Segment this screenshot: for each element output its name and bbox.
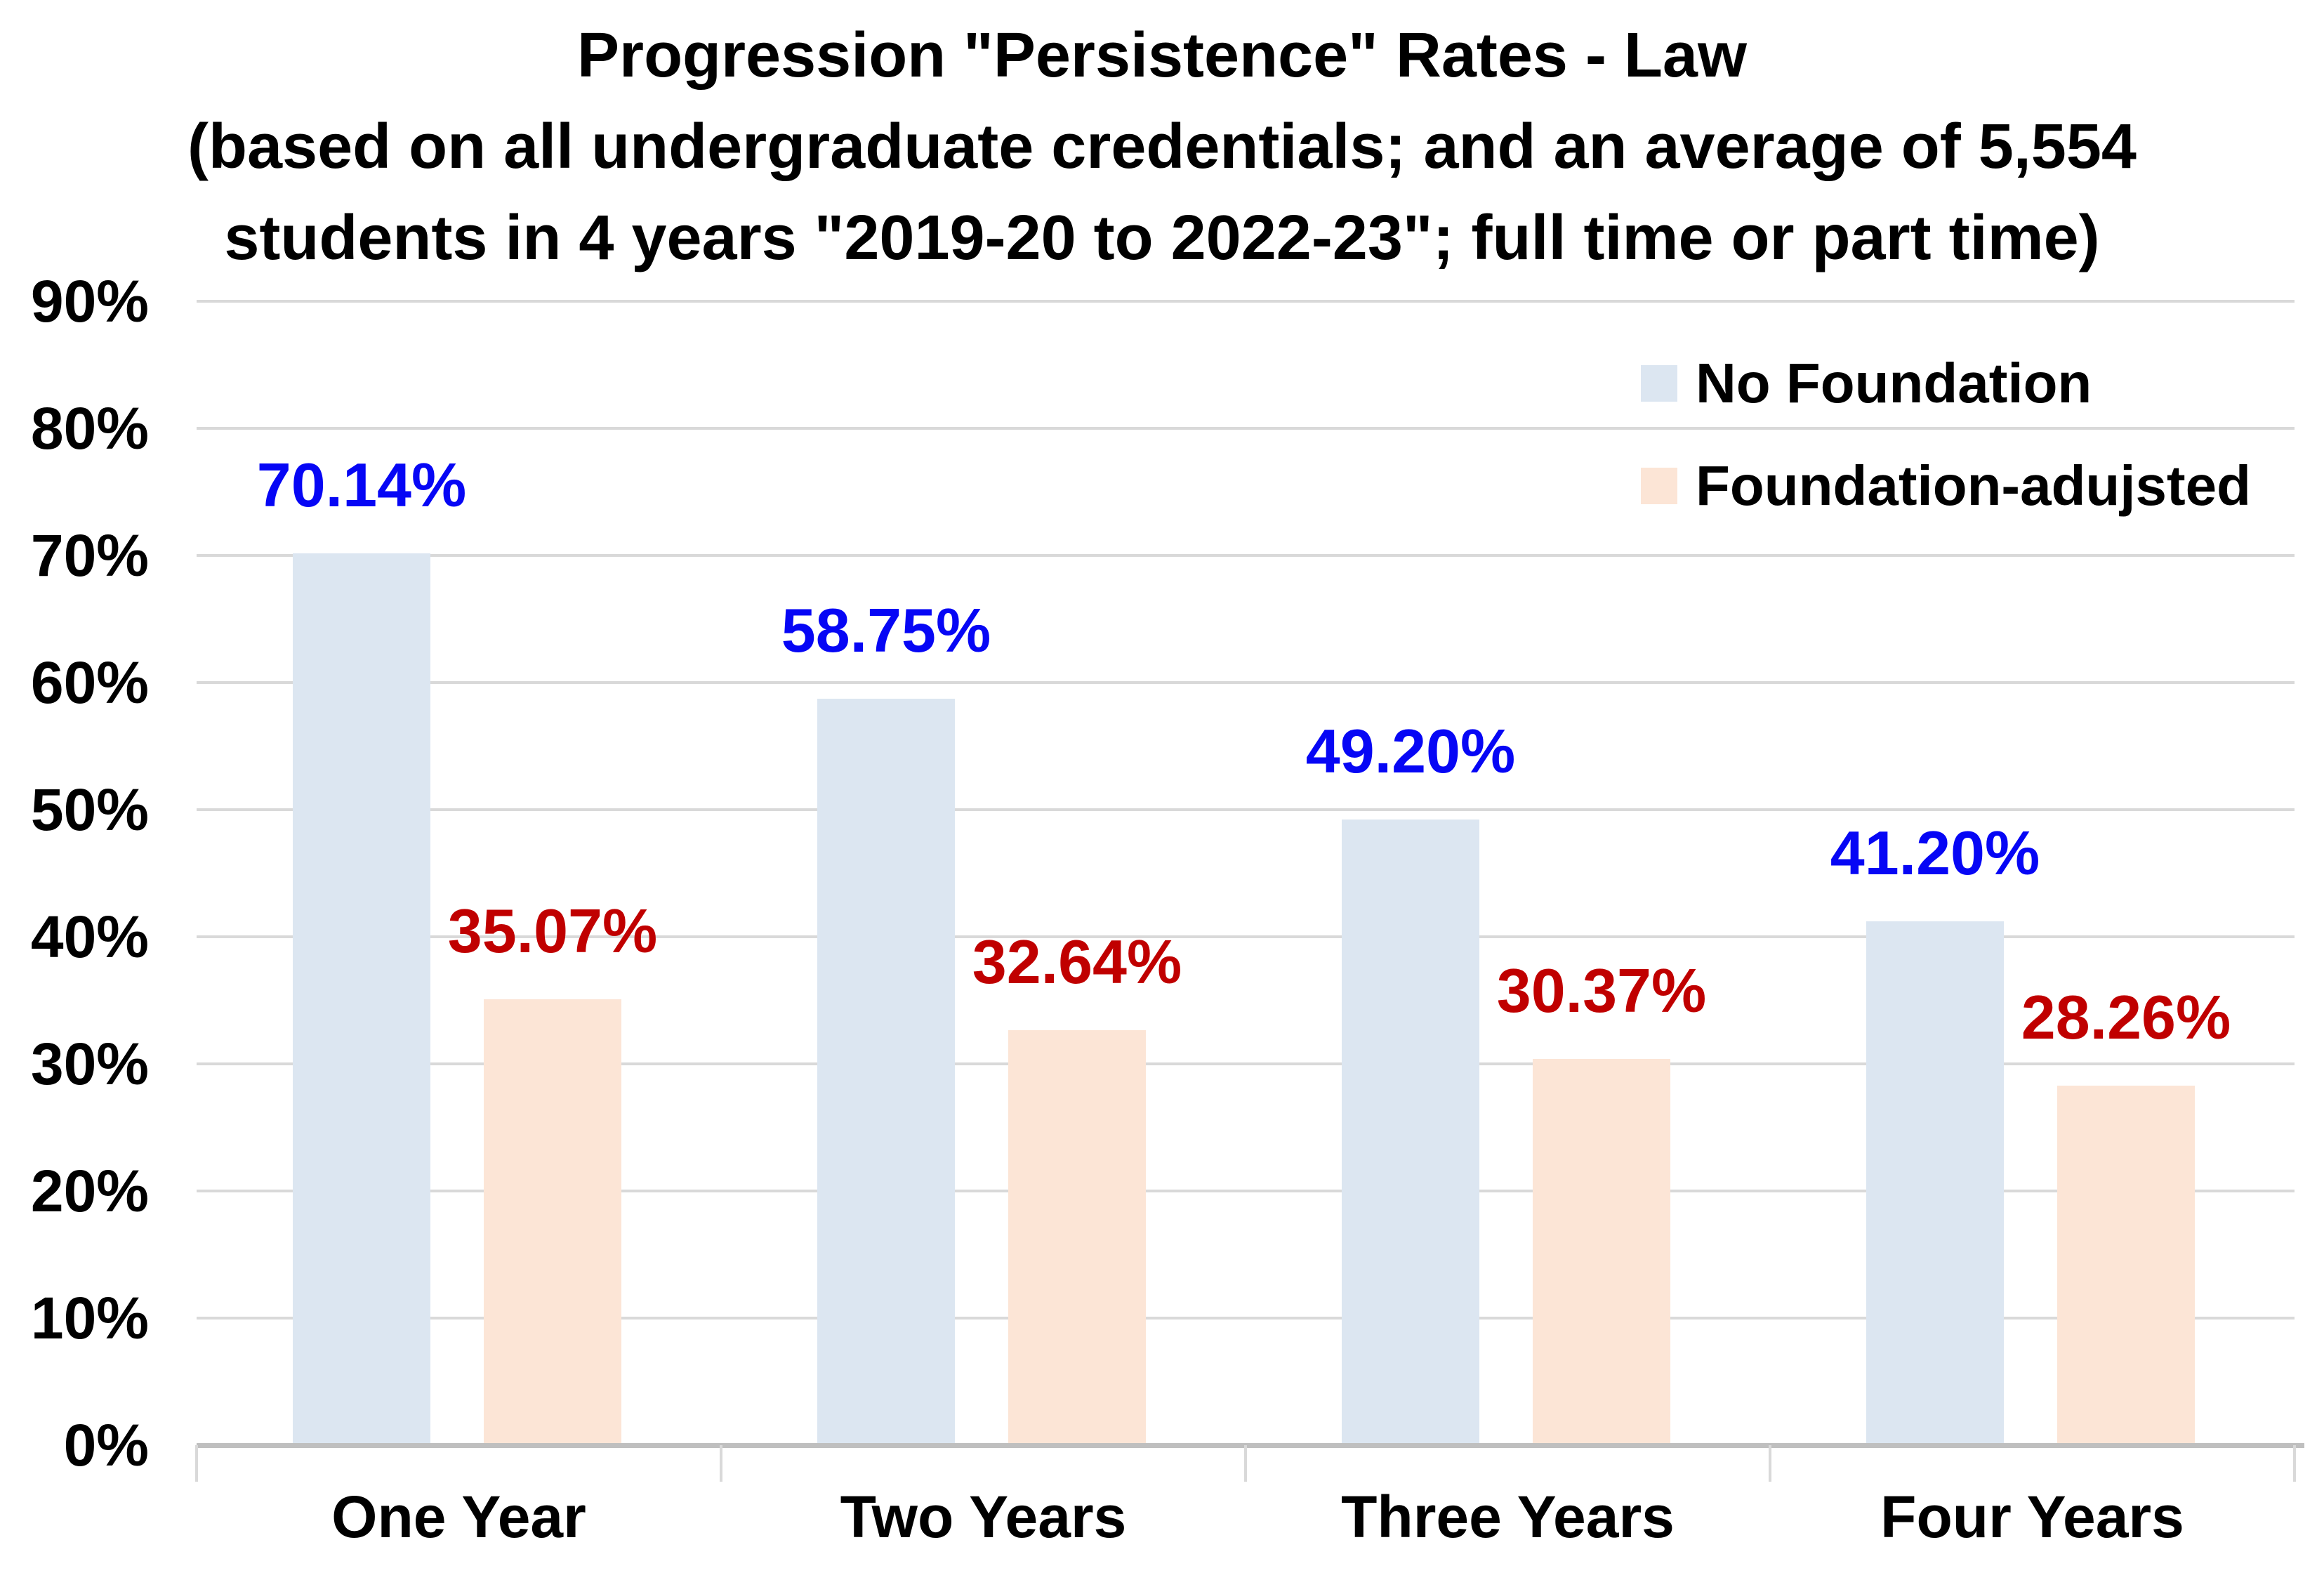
- x-axis-tick: [2293, 1445, 2296, 1482]
- gridline-40: [197, 935, 2295, 938]
- value-label-no-foundation-one-year: 70.14%: [256, 450, 467, 520]
- x-axis-label-one-year: One Year: [331, 1484, 586, 1550]
- value-label-no-foundation-two-years: 58.75%: [781, 595, 991, 665]
- gridline-60: [197, 681, 2295, 684]
- chart-title-line-3: students in 4 years "2019-20 to 2022-23"…: [224, 203, 2100, 273]
- legend-item-no-foundation: No Foundation: [1641, 352, 2092, 414]
- legend-swatch-foundation-adjusted-icon: [1641, 468, 1677, 504]
- y-axis-label-60: 60%: [30, 650, 149, 716]
- x-axis-tick: [195, 1445, 198, 1482]
- value-label-foundation-adujsted-two-years: 32.64%: [972, 927, 1182, 997]
- y-axis-label-80: 80%: [30, 395, 149, 461]
- value-label-foundation-adujsted-four-years: 28.26%: [2021, 982, 2231, 1053]
- bar-foundation-adujsted-one-year: [484, 999, 621, 1445]
- legend-swatch-no-foundation-icon: [1641, 365, 1677, 402]
- y-axis-label-0: 0%: [63, 1412, 149, 1478]
- gridline-20: [197, 1190, 2295, 1192]
- bar-no-foundation-two-years: [817, 698, 955, 1445]
- x-axis-tick: [720, 1445, 722, 1482]
- value-label-no-foundation-three-years: 49.20%: [1305, 716, 1516, 786]
- x-axis-label-four-years: Four Years: [1880, 1484, 2184, 1550]
- value-label-no-foundation-four-years: 41.20%: [1830, 818, 2040, 888]
- legend-item-foundation-adjusted: Foundation-adujsted: [1641, 454, 2251, 517]
- y-axis-label-20: 20%: [30, 1158, 149, 1224]
- gridline-70: [197, 554, 2295, 557]
- bar-no-foundation-four-years: [1866, 921, 2004, 1445]
- value-label-foundation-adujsted-one-year: 35.07%: [447, 896, 658, 966]
- chart-title-line-2: (based on all undergraduate credentials;…: [187, 112, 2137, 182]
- bar-foundation-adujsted-four-years: [2057, 1086, 2195, 1445]
- x-axis-label-three-years: Three Years: [1341, 1484, 1675, 1550]
- gridline-80: [197, 427, 2295, 430]
- x-axis-label-two-years: Two Years: [840, 1484, 1127, 1550]
- value-label-foundation-adujsted-three-years: 30.37%: [1496, 956, 1707, 1026]
- chart-title: Progression "Persistence" Rates - Law (b…: [0, 10, 2324, 284]
- x-axis-line: [197, 1443, 2304, 1448]
- y-axis-label-10: 10%: [30, 1285, 149, 1351]
- y-axis-label-30: 30%: [30, 1031, 149, 1097]
- gridline-90: [197, 300, 2295, 303]
- bar-no-foundation-three-years: [1342, 820, 1479, 1445]
- y-axis-label-70: 70%: [30, 522, 149, 588]
- x-axis-tick: [1769, 1445, 1771, 1482]
- gridline-10: [197, 1317, 2295, 1319]
- legend-label-no-foundation: No Foundation: [1696, 352, 2092, 414]
- y-axis-label-40: 40%: [30, 904, 149, 970]
- gridline-50: [197, 808, 2295, 811]
- gridline-30: [197, 1062, 2295, 1065]
- bar-foundation-adujsted-three-years: [1533, 1059, 1670, 1445]
- bar-foundation-adujsted-two-years: [1008, 1030, 1146, 1445]
- y-axis-label-50: 50%: [30, 777, 149, 843]
- legend-label-foundation-adjusted: Foundation-adujsted: [1696, 454, 2252, 517]
- x-axis-tick: [1244, 1445, 1247, 1482]
- bar-no-foundation-one-year: [293, 553, 430, 1445]
- chart-title-line-1: Progression "Persistence" Rates - Law: [577, 20, 1747, 91]
- y-axis-label-90: 90%: [30, 268, 149, 334]
